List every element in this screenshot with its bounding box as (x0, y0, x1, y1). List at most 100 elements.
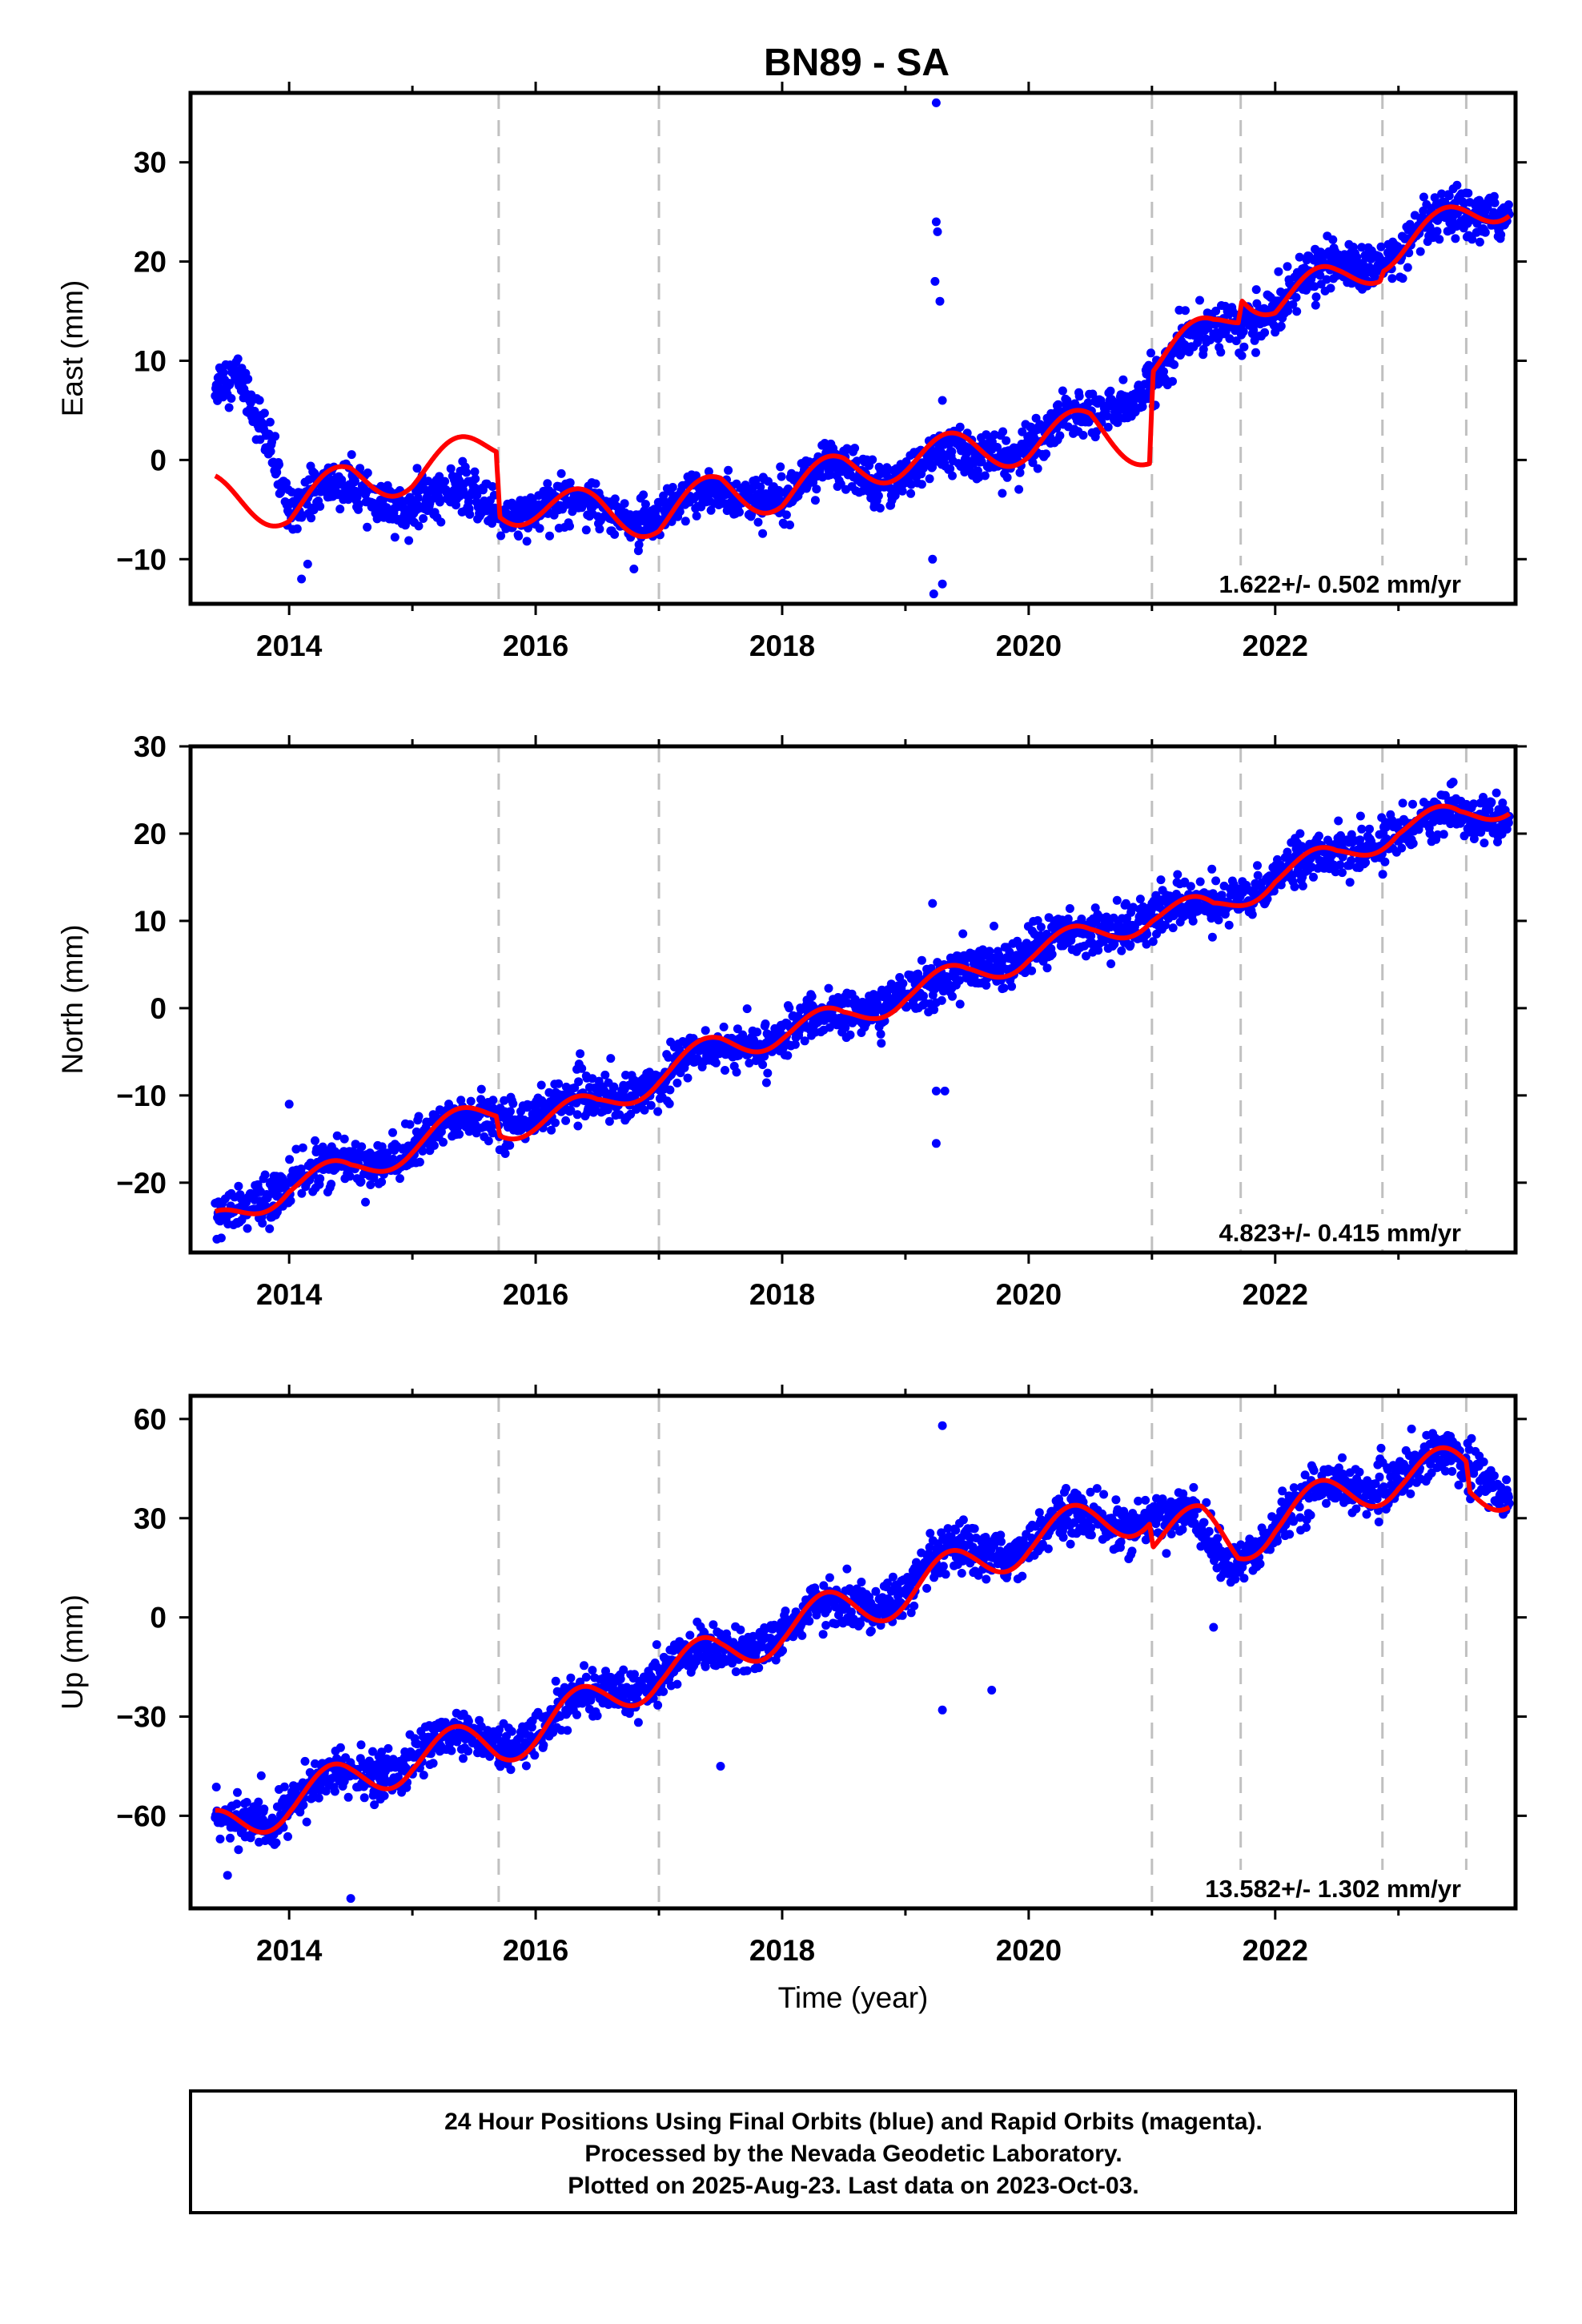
east-outlier-point (931, 98, 941, 107)
north-observation-point (1398, 798, 1407, 808)
north-observation-point (761, 1019, 770, 1028)
north-observation-point (1214, 915, 1223, 925)
east-observation-point (1239, 342, 1249, 352)
up-observation-point (459, 1754, 468, 1763)
east-observation-point (998, 489, 1007, 498)
east-observation-point (1283, 306, 1293, 316)
east-observation-point (595, 525, 604, 534)
up-observation-point (343, 1792, 353, 1802)
east-observation-point (1276, 321, 1286, 331)
north-observation-point (783, 1051, 793, 1060)
north-observation-point (216, 1233, 226, 1243)
north-observation-point (955, 999, 965, 1009)
up-observation-point (233, 1787, 242, 1797)
east-observation-point (1138, 402, 1147, 412)
east-observation-point (1170, 360, 1179, 369)
east-observation-point (471, 474, 480, 484)
east-observation-point (1106, 386, 1115, 396)
north-observation-point (551, 1118, 560, 1128)
north-observation-point (673, 1078, 682, 1088)
east-observation-point (255, 396, 264, 405)
east-observation-point (1211, 306, 1221, 316)
north-y-tick-label: 0 (150, 992, 167, 1025)
east-observation-point (565, 521, 574, 531)
east-observation-point (1083, 398, 1093, 408)
north-observation-point (544, 1088, 554, 1097)
north-observation-point (845, 1030, 855, 1039)
up-observation-point (383, 1743, 393, 1753)
up-observation-point (300, 1756, 310, 1766)
east-observation-point (639, 490, 648, 500)
north-observation-point (763, 1068, 773, 1078)
east-observation-point (783, 485, 793, 493)
north-observation-point (1224, 920, 1234, 930)
east-x-tick-label: 2014 (256, 629, 323, 662)
north-y-tick-label: 20 (134, 818, 167, 850)
east-observation-point (1237, 351, 1247, 360)
north-observation-point (1295, 829, 1305, 838)
up-observation-point (359, 1793, 369, 1803)
north-observation-point (701, 1026, 710, 1035)
east-observation-point (1260, 328, 1270, 337)
up-observation-point (330, 1787, 339, 1796)
east-observation-point (620, 499, 629, 509)
east-observation-point (777, 472, 786, 481)
east-observation-point (1437, 189, 1447, 199)
east-observation-point (1322, 275, 1331, 284)
up-observation-point (271, 1838, 281, 1848)
north-observation-point (508, 1099, 518, 1108)
north-outlier-point (940, 1086, 950, 1096)
east-observation-point (292, 524, 302, 533)
east-rate-box (1167, 565, 1488, 601)
east-observation-point (350, 476, 359, 486)
east-observation-point (315, 501, 325, 511)
north-observation-point (488, 1128, 497, 1138)
east-outlier-point (938, 579, 947, 589)
east-observation-point (675, 507, 685, 517)
north-observation-point (653, 1107, 663, 1116)
east-observation-point (1415, 247, 1425, 256)
north-observation-point (785, 1003, 794, 1013)
north-observation-point (466, 1096, 476, 1106)
up-observation-point (507, 1727, 516, 1736)
east-observation-point (610, 494, 620, 504)
north-observation-point (1439, 830, 1448, 839)
up-observation-point (428, 1759, 438, 1768)
up-observation-point (419, 1771, 428, 1780)
north-observation-point (732, 1068, 741, 1077)
east-observation-point (875, 504, 885, 513)
north-observation-point (1027, 966, 1037, 975)
north-observation-point (1186, 882, 1195, 891)
east-outlier-point (930, 276, 940, 286)
north-observation-point (297, 1188, 307, 1198)
north-observation-point (488, 1096, 498, 1105)
up-observation-point (464, 1747, 473, 1756)
east-observation-point (1015, 468, 1025, 477)
up-observation-point (226, 1833, 235, 1843)
north-observation-point (937, 995, 946, 1005)
east-observation-point (282, 478, 291, 488)
north-observation-point (1408, 838, 1418, 848)
east-observation-point (906, 489, 916, 498)
east-x-tick-label: 2016 (503, 629, 568, 662)
up-observation-point (633, 1718, 643, 1727)
east-outlier-point (931, 217, 941, 227)
east-observation-point (243, 374, 253, 384)
up-observation-point (563, 1726, 572, 1735)
up-observation-point (232, 1799, 242, 1809)
east-observation-point (1295, 252, 1304, 262)
north-x-tick-label: 2018 (749, 1278, 815, 1311)
east-observation-point (948, 471, 957, 480)
east-observation-point (488, 482, 497, 491)
east-observation-point (412, 464, 422, 473)
north-observation-point (1345, 878, 1355, 887)
east-observation-point (1328, 235, 1338, 244)
north-observation-point (606, 1054, 616, 1063)
east-observation-point (691, 471, 701, 480)
north-observation-point (286, 1196, 295, 1205)
north-observation-point (500, 1096, 509, 1105)
east-observation-point (634, 540, 644, 549)
north-observation-point (1408, 799, 1417, 809)
north-x-tick-label: 2020 (996, 1278, 1062, 1311)
